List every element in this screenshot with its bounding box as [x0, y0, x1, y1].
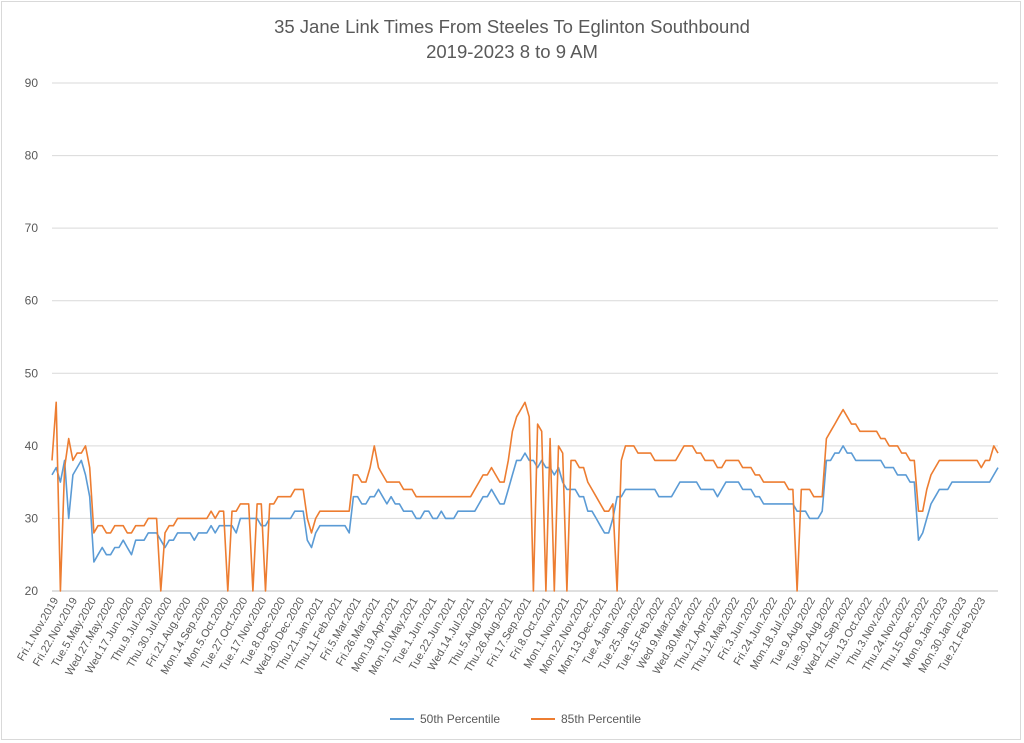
y-tick-label: 70 — [25, 221, 39, 235]
y-tick-label: 60 — [25, 294, 39, 308]
legend-label-85th: 85th Percentile — [561, 712, 642, 726]
y-tick-label: 30 — [25, 511, 39, 525]
y-tick-label: 20 — [25, 584, 39, 598]
legend-label-50th: 50th Percentile — [420, 712, 501, 726]
legend-swatch-50th — [390, 718, 414, 720]
y-axis: 20 30 40 50 60 70 80 90 — [25, 76, 39, 598]
legend-item-85th: 85th Percentile — [531, 712, 641, 726]
y-tick-label: 40 — [25, 439, 39, 453]
legend-item-50th: 50th Percentile — [390, 712, 500, 726]
y-tick-label: 50 — [25, 366, 39, 380]
y-tick-label: 90 — [25, 76, 39, 90]
x-axis: Fri.1.Nov.2019Fri.22.Nov.2019Tue.5.May.2… — [15, 596, 988, 678]
legend-swatch-85th — [531, 718, 555, 720]
chart-title: 35 Jane Link Times From Steeles To Eglin… — [274, 16, 750, 37]
chart-subtitle: 2019-2023 8 to 9 AM — [426, 41, 598, 62]
series-line-85th-percentile — [51, 401, 999, 592]
series-line-50th-percentile — [51, 445, 999, 563]
legend: 50th Percentile 85th Percentile — [0, 712, 1024, 728]
y-tick-label: 80 — [25, 149, 39, 163]
series-lines — [51, 401, 999, 592]
gridlines — [52, 82, 998, 592]
